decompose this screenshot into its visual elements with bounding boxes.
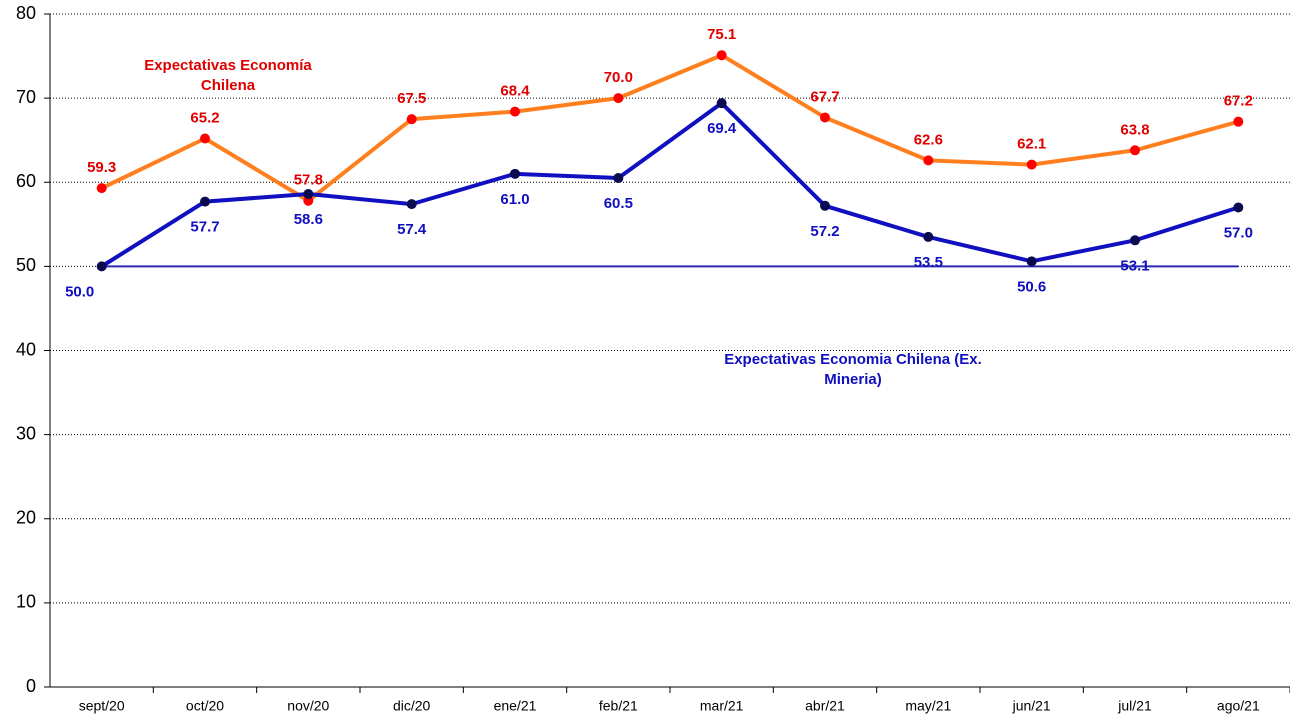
data-label: 67.2 [1224, 93, 1253, 110]
data-label: 60.5 [604, 195, 633, 212]
marker [820, 112, 830, 123]
data-label: 68.4 [500, 83, 530, 100]
y-tick-label: 30 [16, 423, 36, 443]
data-label: 65.2 [190, 109, 219, 126]
marker [1233, 202, 1244, 213]
data-label: 57.8 [294, 172, 323, 189]
data-label: 53.1 [1120, 257, 1149, 274]
marker [200, 133, 210, 144]
marker [923, 231, 934, 242]
series-annotation: Expectativas Economía Chilena [144, 57, 312, 94]
data-label: 63.8 [1120, 121, 1149, 138]
data-label: 69.4 [707, 120, 737, 137]
marker [716, 98, 727, 109]
series-line [100, 53, 1239, 203]
x-tick-label: ago/21 [1217, 698, 1260, 714]
marker [406, 114, 417, 125]
x-tick-label: feb/21 [599, 698, 638, 714]
marker [1026, 159, 1037, 170]
y-tick-label: 0 [26, 676, 36, 696]
marker [96, 261, 107, 272]
data-label: 59.3 [87, 159, 116, 176]
y-tick-label: 70 [16, 87, 36, 107]
x-tick-label: jul/21 [1117, 698, 1152, 714]
x-tick-label: sept/20 [79, 698, 125, 714]
marker [510, 168, 520, 179]
marker [303, 189, 314, 200]
marker [406, 199, 417, 210]
series-annotation: Expectativas Economia Chilena (Ex. Miner… [724, 351, 982, 388]
data-label: 57.7 [190, 219, 219, 236]
x-tick-label: nov/20 [287, 698, 329, 714]
y-tick-label: 50 [16, 255, 36, 275]
data-label: 57.0 [1224, 224, 1253, 241]
marker [716, 50, 727, 61]
marker [96, 183, 107, 194]
x-tick-label: jun/21 [1012, 698, 1051, 714]
series-line [100, 101, 1239, 269]
data-label: 57.4 [397, 221, 427, 238]
y-tick-label: 20 [16, 508, 36, 528]
marker [613, 93, 624, 104]
data-label: 67.7 [810, 88, 839, 105]
data-label: 61.0 [500, 191, 529, 208]
data-label: 57.2 [810, 223, 839, 240]
marker [613, 173, 624, 184]
data-label: 62.6 [914, 131, 943, 148]
marker [923, 155, 934, 166]
y-tick-label: 40 [16, 339, 36, 359]
data-label: 70.0 [604, 69, 633, 86]
data-label: 62.1 [1017, 136, 1046, 153]
x-tick-label: dic/20 [393, 698, 431, 714]
data-label: 67.5 [397, 90, 426, 107]
marker [1026, 256, 1037, 267]
x-tick-label: oct/20 [186, 698, 224, 714]
marker [510, 106, 520, 117]
y-tick-label: 80 [16, 3, 36, 23]
marker [1233, 116, 1244, 127]
data-label: 58.6 [294, 211, 323, 228]
x-tick-label: ene/21 [494, 698, 537, 714]
x-tick-label: may/21 [905, 698, 951, 714]
marker [1130, 235, 1140, 246]
data-label: 53.5 [914, 254, 943, 271]
y-tick-label: 60 [16, 171, 36, 191]
y-tick-label: 10 [16, 592, 36, 612]
marker [200, 196, 210, 207]
data-label: 50.6 [1017, 278, 1046, 295]
marker [820, 200, 830, 211]
x-tick-label: mar/21 [700, 698, 744, 714]
data-label: 75.1 [707, 26, 736, 43]
x-tick-label: abr/21 [805, 698, 845, 714]
data-label: 50.0 [65, 283, 94, 300]
marker [1130, 145, 1140, 156]
